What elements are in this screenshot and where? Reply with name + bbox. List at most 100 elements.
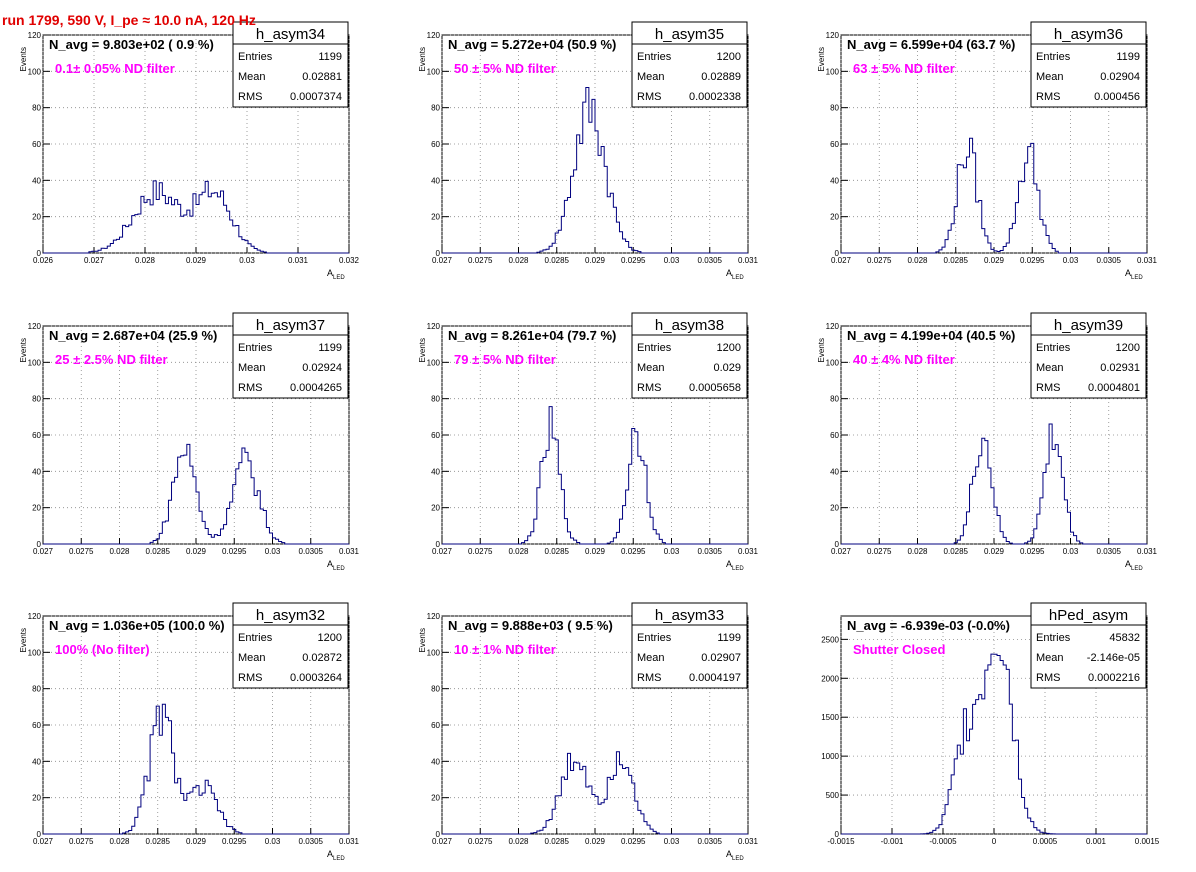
y-tick-label: 40 xyxy=(32,757,41,766)
stats-box xyxy=(232,602,349,689)
stats-value-mean: 0.02889 xyxy=(701,71,741,83)
y-axis-label: Events xyxy=(19,338,28,362)
stats-key-rms: RMS xyxy=(637,91,661,103)
stats-key-entries: Entries xyxy=(637,632,672,644)
stats-key-rms: RMS xyxy=(1036,91,1060,103)
x-tick-label: 0.0295 xyxy=(222,837,247,846)
y-tick-label: 1500 xyxy=(821,713,839,722)
x-tick-label: 0.028 xyxy=(135,256,156,265)
y-tick-label: 0 xyxy=(835,540,840,549)
stats-title: h_asym36 xyxy=(1054,26,1123,43)
x-tick-label: 0.031 xyxy=(288,256,309,265)
x-tick-label: 0.03 xyxy=(1063,256,1079,265)
histogram-line xyxy=(43,703,349,835)
x-tick-label: 0.0285 xyxy=(545,256,570,265)
y-tick-label: 80 xyxy=(830,395,839,404)
y-tick-label: 0 xyxy=(436,830,441,839)
x-tick-label: 0.0285 xyxy=(944,256,969,265)
x-tick-label: 0.0275 xyxy=(867,256,892,265)
x-tick-label: 0 xyxy=(992,837,997,846)
stats-title: h_asym33 xyxy=(655,607,724,624)
stats-key-entries: Entries xyxy=(637,342,672,354)
n-avg-label: N_avg = 4.199e+04 (40.5 %) xyxy=(847,328,1015,343)
x-tick-label: 0.029 xyxy=(585,837,606,846)
y-tick-label: 100 xyxy=(826,358,840,367)
y-tick-label: 120 xyxy=(427,31,441,40)
stats-value-rms: 0.000456 xyxy=(1094,91,1140,103)
x-tick-label: 0.001 xyxy=(1086,837,1107,846)
n-avg-label: N_avg = 9.888e+03 ( 9.5 %) xyxy=(448,618,613,633)
x-tick-label: 0.027 xyxy=(33,837,54,846)
filter-label: 10 ± 1% ND filter xyxy=(454,642,556,657)
y-tick-label: 40 xyxy=(32,467,41,476)
y-tick-label: 80 xyxy=(431,104,440,113)
x-tick-label: 0.0275 xyxy=(867,547,892,556)
stats-value-entries: 1200 xyxy=(717,342,741,354)
stats-value-entries: 1199 xyxy=(318,51,342,63)
y-tick-label: 60 xyxy=(431,721,440,730)
y-tick-label: 0 xyxy=(835,249,840,258)
x-tick-label: 0.027 xyxy=(432,256,453,265)
x-tick-label: 0.031 xyxy=(1137,256,1158,265)
histogram-line xyxy=(442,751,748,835)
y-axis-label: Events xyxy=(19,47,28,71)
x-tick-label: 0.029 xyxy=(186,256,207,265)
x-axis-label: ALED xyxy=(726,559,744,572)
stats-value-rms: 0.0004197 xyxy=(689,672,741,684)
y-tick-label: 60 xyxy=(32,140,41,149)
stats-box xyxy=(1030,312,1147,399)
stats-key-rms: RMS xyxy=(637,382,661,394)
y-tick-label: 60 xyxy=(32,431,41,440)
y-tick-label: 80 xyxy=(32,104,41,113)
histogram-line xyxy=(841,137,1147,254)
y-tick-label: 100 xyxy=(427,67,441,76)
x-tick-label: 0.0015 xyxy=(1135,837,1160,846)
x-axis-label: ALED xyxy=(327,268,345,281)
x-tick-label: 0.0305 xyxy=(299,547,324,556)
filter-label: 79 ± 5% ND filter xyxy=(454,352,556,367)
y-tick-label: 20 xyxy=(830,504,839,513)
stats-title: h_asym34 xyxy=(256,26,325,43)
x-tick-label: 0.027 xyxy=(84,256,105,265)
y-tick-label: 80 xyxy=(431,395,440,404)
x-tick-label: 0.0305 xyxy=(1097,256,1122,265)
stats-value-entries: 1200 xyxy=(717,51,741,63)
y-tick-label: 100 xyxy=(427,648,441,657)
x-tick-label: 0.029 xyxy=(186,837,207,846)
y-tick-label: 80 xyxy=(32,685,41,694)
stats-key-rms: RMS xyxy=(1036,672,1060,684)
stats-value-entries: 1199 xyxy=(1116,51,1140,63)
y-tick-label: 20 xyxy=(431,794,440,803)
y-tick-label: 120 xyxy=(28,322,42,331)
stats-key-mean: Mean xyxy=(637,71,665,83)
y-tick-label: 120 xyxy=(28,31,42,40)
x-tick-label: 0.0295 xyxy=(621,256,646,265)
y-tick-label: 60 xyxy=(431,140,440,149)
y-tick-label: 0 xyxy=(436,540,441,549)
stats-key-entries: Entries xyxy=(1036,51,1071,63)
x-tick-label: 0.028 xyxy=(907,547,928,556)
stats-key-mean: Mean xyxy=(637,362,665,374)
histogram-panel-h_asym33: 0.027 0.0275 0.028 0.0285 0.029 0.0295 0.03 0.0… xyxy=(418,602,759,862)
stats-value-rms: 0.0002216 xyxy=(1088,672,1140,684)
x-tick-label: 0.0295 xyxy=(1020,256,1045,265)
y-tick-label: 60 xyxy=(830,431,839,440)
stats-key-mean: Mean xyxy=(238,71,266,83)
x-axis-label: ALED xyxy=(1125,559,1143,572)
stats-box xyxy=(232,312,349,399)
stats-value-mean: 0.029 xyxy=(713,362,741,374)
x-tick-label: -0.0015 xyxy=(827,837,855,846)
stats-value-rms: 0.0005658 xyxy=(689,382,741,394)
stats-key-rms: RMS xyxy=(238,672,262,684)
stats-key-entries: Entries xyxy=(637,51,672,63)
y-axis-label: Events xyxy=(418,47,427,71)
stats-value-rms: 0.0002338 xyxy=(689,91,741,103)
stats-key-mean: Mean xyxy=(238,652,266,664)
x-axis-label: ALED xyxy=(726,268,744,281)
stats-value-entries: 45832 xyxy=(1109,632,1140,644)
n-avg-label: N_avg = 6.599e+04 (63.7 %) xyxy=(847,37,1015,52)
stats-value-mean: 0.02904 xyxy=(1100,71,1140,83)
stats-key-mean: Mean xyxy=(1036,71,1064,83)
y-tick-label: 20 xyxy=(32,504,41,513)
x-tick-label: 0.028 xyxy=(109,837,130,846)
